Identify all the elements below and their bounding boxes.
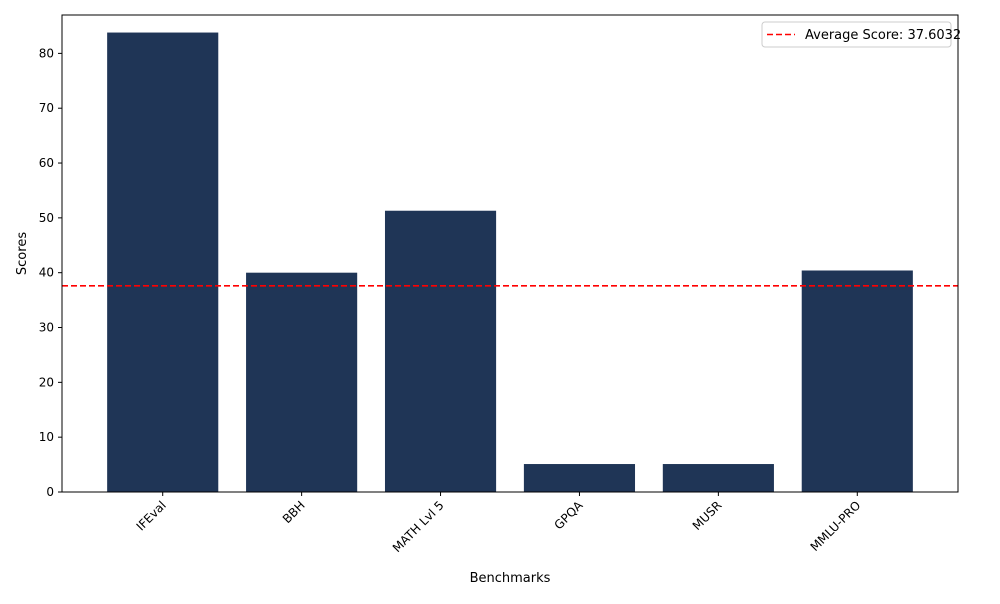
y-tick-label: 40 xyxy=(39,266,54,280)
x-tick-label-musr: MUSR xyxy=(690,498,725,533)
bar-gpqa xyxy=(523,464,636,492)
y-tick-label: 70 xyxy=(39,101,54,115)
y-tick-label: 0 xyxy=(46,485,54,499)
y-tick-label: 20 xyxy=(39,375,54,389)
y-axis-label: Scores xyxy=(15,232,30,275)
x-axis-label: Benchmarks xyxy=(470,571,551,586)
x-tick-label-ifeval: IFEval xyxy=(134,498,169,533)
legend-box xyxy=(761,21,952,48)
y-tick-label: 30 xyxy=(39,321,54,335)
x-tick-label-mmlu-pro: MMLU-PRO xyxy=(808,498,864,554)
y-axis: 0 10 20 30 40 50 60 70 80 xyxy=(39,46,62,499)
plot-frame xyxy=(61,14,959,493)
bar-mmlu-pro xyxy=(801,270,913,492)
legend-entry-average-score: Average Score: 37.6032 xyxy=(805,28,961,43)
y-tick-label: 50 xyxy=(39,211,54,225)
bars-layer xyxy=(107,32,913,492)
bar-ifeval xyxy=(107,32,219,492)
y-tick-label: 60 xyxy=(39,156,54,170)
x-tick-label-gpqa: GPQA xyxy=(551,498,586,533)
y-tick-label: 10 xyxy=(39,430,54,444)
x-tick-label-math-lvl-5: MATH Lvl 5 xyxy=(390,498,447,555)
x-axis: IFEval BBH MATH Lvl 5 GPQA MUSR MMLU-PRO xyxy=(134,492,864,555)
bar-bbh xyxy=(246,272,358,492)
bar-musr xyxy=(662,464,774,492)
x-tick-label-bbh: BBH xyxy=(280,498,308,526)
legend: Average Score: 37.6032 xyxy=(761,21,961,48)
y-tick-label: 80 xyxy=(39,46,54,60)
bar-math-lvl-5 xyxy=(384,210,497,492)
